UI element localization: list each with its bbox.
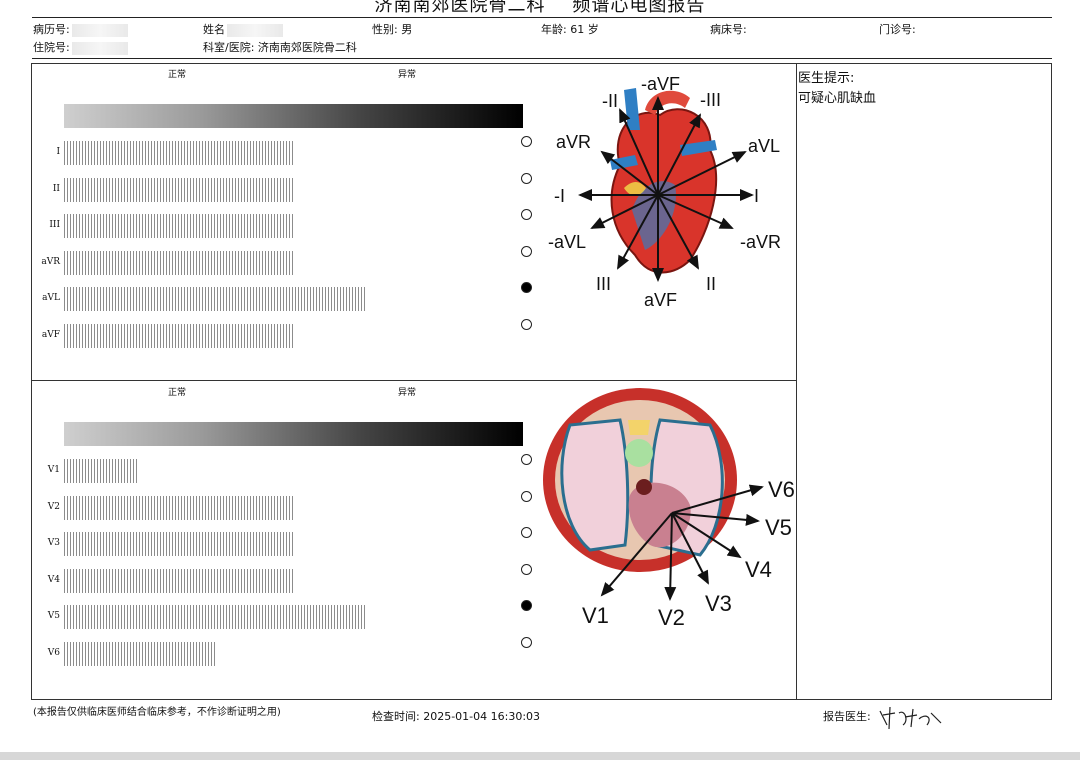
limb-lead-label: III (49, 220, 60, 230)
label-avl: aVL (748, 136, 780, 156)
bed-field: 病床号: (710, 23, 747, 36)
report-title: 济南南郊医院骨二科 频谱心电图报告 (374, 0, 706, 16)
limb-scale-gradient (64, 104, 523, 128)
inpatient-field: 住院号: (33, 39, 128, 55)
dept-field: 科室/医院: 济南南郊医院骨二科 (203, 41, 357, 54)
label-ii: II (706, 274, 716, 294)
chest-scale-abnormal: 异常 (398, 388, 417, 398)
record-no-label: 病历号: (33, 23, 70, 36)
limb-lead-bar (64, 251, 294, 275)
limb-lead-radio[interactable] (521, 136, 532, 147)
chest-lead-radio[interactable] (521, 491, 532, 502)
limb-lead-bar (64, 287, 367, 311)
limb-lead-label: II (52, 184, 60, 194)
limb-lead-radio[interactable] (521, 319, 532, 330)
record-no-redacted (71, 23, 128, 37)
name-redacted (227, 23, 283, 37)
exam-time: 检查时间: 2025-01-04 16:30:03 (372, 710, 541, 723)
chest-scale-normal: 正常 (168, 388, 187, 398)
report-frame (31, 63, 1052, 700)
disclaimer: (本报告仅供临床医师结合临床参考，不作诊断证明之用) (33, 707, 281, 718)
limb-lead-radio[interactable] (521, 282, 532, 293)
label-neg-i: -I (554, 186, 565, 206)
label-neg-avr: -aVR (740, 232, 781, 252)
inpatient-label: 住院号: (33, 41, 70, 54)
chest-lead-bar (64, 569, 294, 593)
chest-lead-label: V1 (47, 465, 60, 475)
header-rule (32, 58, 1052, 59)
label-v1: V1 (582, 603, 609, 628)
panel-divider (31, 380, 796, 381)
chest-lead-diagram: V1 V2 V3 V4 V5 V6 (543, 388, 795, 630)
heart-illustration (610, 88, 718, 274)
age-field: 年龄: 61 岁 (541, 23, 599, 36)
label-avr: aVR (556, 132, 591, 152)
chest-lead-bar (64, 496, 294, 520)
chest-lead-radio[interactable] (521, 600, 532, 611)
chest-lead-bar (64, 642, 215, 666)
chest-lead-radio[interactable] (521, 527, 532, 538)
chest-lead-radio[interactable] (521, 637, 532, 648)
limb-scale-normal: 正常 (168, 70, 187, 80)
heart-axis-diagram: -aVF -II -III aVR aVL -I I -aVL -aVR III… (548, 74, 781, 310)
right-column-divider (796, 63, 797, 699)
chest-lead-arrows (600, 484, 764, 601)
label-neg-avl: -aVL (548, 232, 586, 252)
chest-lead-bar (64, 605, 367, 629)
axis-arrows (578, 96, 754, 282)
label-neg-avf: -aVF (641, 74, 680, 94)
record-no-field: 病历号: (33, 21, 128, 37)
chest-lead-radio[interactable] (521, 454, 532, 465)
doctor-hint-text: 可疑心肌缺血 (798, 91, 877, 106)
chest-illustration (543, 388, 737, 572)
chest-lead-label: V3 (47, 538, 60, 548)
chest-lead-radio[interactable] (521, 564, 532, 575)
name-label: 姓名 (203, 23, 225, 36)
limb-lead-bar (64, 178, 294, 202)
inpatient-redacted (71, 41, 128, 55)
chest-lead-label: V2 (47, 502, 60, 512)
label-v6: V6 (768, 477, 795, 502)
limb-lead-label: aVL (42, 293, 60, 303)
limb-lead-radio[interactable] (521, 246, 532, 257)
doctor-signature (879, 706, 942, 730)
label-v2: V2 (658, 605, 685, 630)
label-v5: V5 (765, 515, 792, 540)
sex-field: 性别: 男 (372, 23, 413, 36)
label-neg-iii: -III (700, 90, 721, 110)
doctor-hint-label: 医生提示: (798, 71, 855, 86)
limb-lead-bar (64, 324, 294, 348)
label-v3: V3 (705, 591, 732, 616)
limb-lead-radio[interactable] (521, 173, 532, 184)
page-bottom-band (0, 752, 1080, 760)
reporter-label: 报告医生: (823, 710, 871, 723)
limb-lead-bar (64, 141, 294, 165)
chest-lead-bar (64, 532, 294, 556)
chest-lead-label: V4 (47, 575, 60, 585)
chest-lead-label: V6 (47, 648, 60, 658)
limb-lead-bar (64, 214, 294, 238)
limb-lead-label: I (56, 147, 60, 157)
label-v4: V4 (745, 557, 772, 582)
clinic-field: 门诊号: (879, 23, 916, 36)
label-i: I (754, 186, 759, 206)
title-rule (32, 17, 1052, 18)
label-iii: III (596, 274, 611, 294)
name-field: 姓名 (203, 21, 283, 37)
limb-lead-radio[interactable] (521, 209, 532, 220)
limb-scale-abnormal: 异常 (398, 70, 417, 80)
label-avf: aVF (644, 290, 677, 310)
chest-scale-gradient (64, 422, 523, 446)
limb-lead-label: aVR (41, 257, 60, 267)
chest-lead-bar (64, 459, 137, 483)
label-neg-ii: -II (602, 91, 618, 111)
chest-lead-label: V5 (47, 611, 60, 621)
limb-lead-label: aVF (41, 330, 60, 340)
